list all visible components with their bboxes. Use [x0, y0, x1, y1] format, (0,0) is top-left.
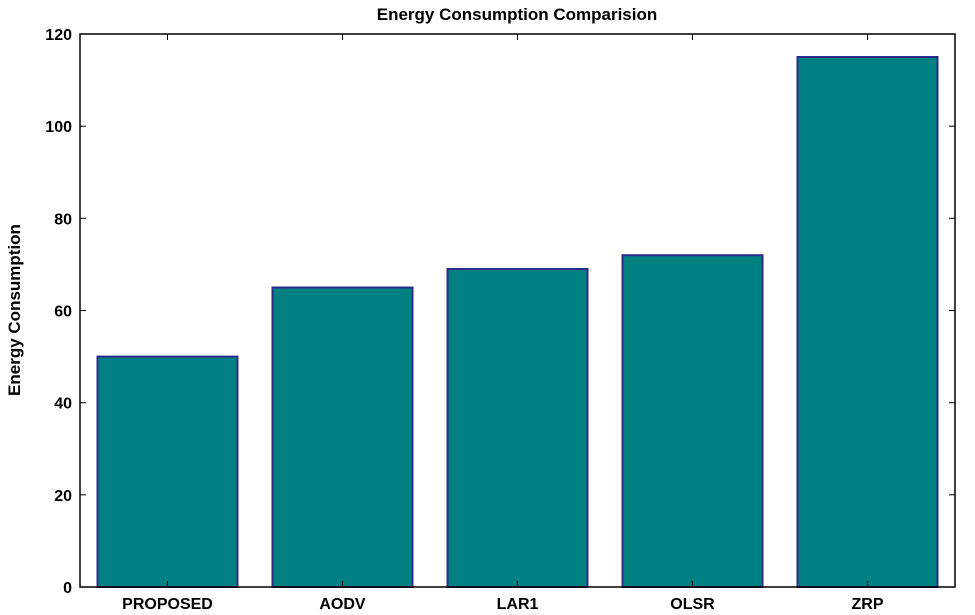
y-tick-label-20: 20	[54, 488, 72, 505]
bar-aodv	[271, 286, 414, 588]
y-tick-label-120: 120	[45, 27, 72, 44]
bar-zrp	[796, 56, 939, 588]
x-tick-label-proposed: PROPOSED	[122, 596, 213, 613]
bar-lar1	[446, 268, 589, 588]
x-tick-label-zrp: ZRP	[852, 596, 884, 613]
chart-title: Energy Consumption Comparision	[377, 5, 658, 24]
y-axis-label: Energy Consumption	[5, 224, 24, 396]
plot-frame	[79, 33, 956, 588]
y-tick-label-80: 80	[54, 211, 72, 228]
y-tick-label-60: 60	[54, 304, 72, 321]
labels-layer: PROPOSED AODV LAR1 OLSR ZRP 0 20 40 60 80 100 120	[45, 27, 884, 613]
bar-proposed	[96, 355, 239, 588]
y-tick-label-40: 40	[54, 396, 72, 413]
bars-layer	[96, 56, 939, 588]
y-tick-label-100: 100	[45, 119, 72, 136]
y-tick-label-0: 0	[63, 580, 72, 597]
x-tick-label-aodv: AODV	[319, 596, 366, 613]
x-tick-label-olsr: OLSR	[670, 596, 715, 613]
bar-olsr	[621, 254, 764, 588]
x-tick-label-lar1: LAR1	[497, 596, 539, 613]
